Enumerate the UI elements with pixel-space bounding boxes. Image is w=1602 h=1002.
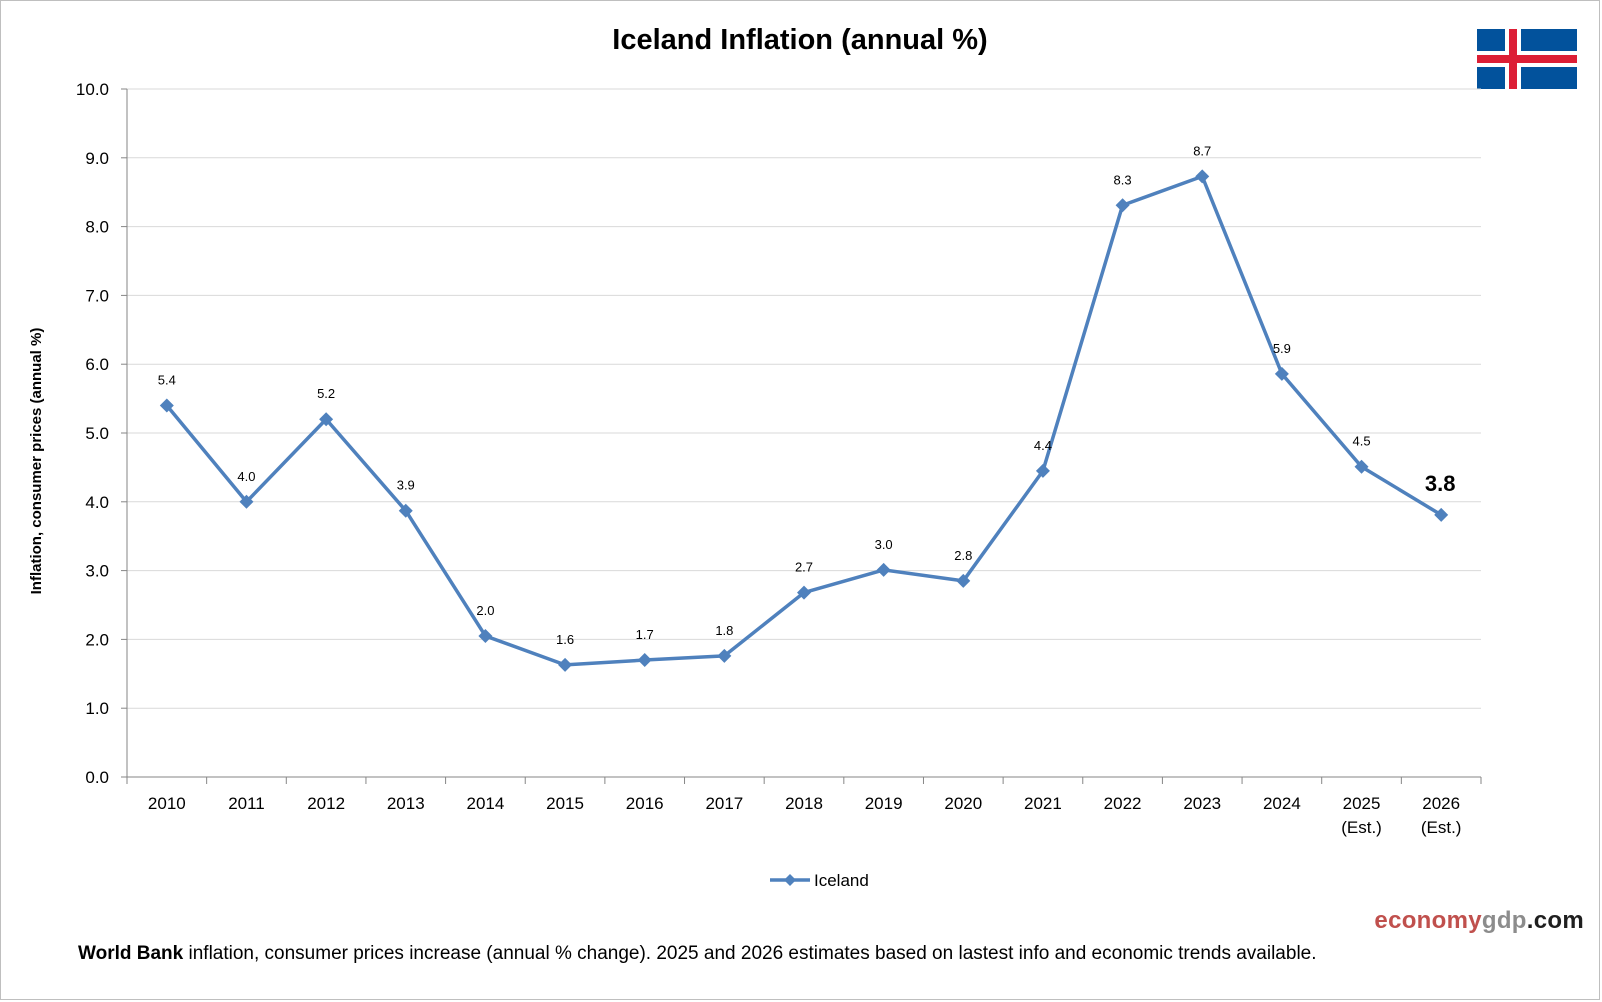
data-label: 2.7: [795, 560, 813, 575]
x-tick-label: 2010: [148, 794, 186, 813]
x-tick-label: 2024: [1263, 794, 1301, 813]
x-tick-label: 2015: [546, 794, 584, 813]
y-tick-label: 8.0: [85, 218, 109, 237]
data-point: [159, 398, 174, 413]
data-label: 5.4: [158, 372, 176, 387]
data-point: [558, 657, 573, 672]
brand-part-gdp: gdp: [1481, 907, 1527, 934]
legend-label: Iceland: [814, 871, 869, 890]
data-point: [1354, 459, 1369, 474]
y-axis-label: Inflation, consumer prices (annual %): [28, 328, 45, 595]
iceland-flag-icon: [1477, 29, 1577, 89]
data-label: 3.0: [875, 537, 893, 552]
x-tick-label: 2022: [1104, 794, 1142, 813]
brand-logo: economygdp.com: [1374, 907, 1584, 935]
data-labels: 5.4 4.0 5.2 3.9 2.0 1.6 1.7 1.8 2.7 3.0 2.8 4.4 8.3 8…: [158, 143, 1456, 646]
x-tick-label: 2013: [387, 794, 425, 813]
data-label: 1.6: [556, 632, 574, 647]
data-label: 1.7: [636, 627, 654, 642]
data-point: [398, 503, 413, 518]
y-tick-label: 9.0: [85, 149, 109, 168]
y-tick-label: 7.0: [85, 286, 109, 305]
data-point: [797, 585, 811, 600]
data-label: 1.8: [715, 623, 733, 638]
x-tick-label: 2019: [865, 794, 903, 813]
data-point: [1434, 507, 1449, 522]
x-tick-label: (Est.): [1421, 818, 1462, 837]
data-point: [319, 412, 334, 427]
footnote: World Bank inflation, consumer prices in…: [78, 943, 1317, 965]
data-label: 4.4: [1034, 438, 1052, 453]
data-point: [1195, 169, 1210, 184]
data-point: [1274, 366, 1289, 381]
legend-marker: [784, 874, 796, 886]
data-point: [478, 628, 493, 643]
x-tick-label: 2016: [626, 794, 664, 813]
brand-part-economy: economy: [1374, 907, 1482, 934]
x-tick-label: 2014: [466, 794, 504, 813]
y-tick-label: 1.0: [85, 699, 109, 718]
y-tick-label: 2.0: [85, 630, 109, 649]
x-tick-label: 2017: [705, 794, 743, 813]
flag-cross-red-horizontal: [1477, 55, 1577, 63]
data-label: 2.8: [954, 548, 972, 563]
y-tick-label: 10.0: [76, 80, 109, 99]
x-tick-label: (Est.): [1341, 818, 1382, 837]
x-tick-label: 2018: [785, 794, 823, 813]
data-label: 3.9: [397, 478, 415, 493]
chart-title: Iceland Inflation (annual %): [612, 24, 987, 56]
legend: Iceland: [770, 871, 869, 890]
gridlines: [127, 88, 1481, 709]
y-tick-label: 5.0: [85, 424, 109, 443]
data-label: 4.0: [237, 469, 255, 484]
y-tick-label: 4.0: [85, 493, 109, 512]
x-tick-label: 2021: [1024, 794, 1062, 813]
y-tick-label: 3.0: [85, 562, 109, 581]
data-point: [637, 653, 652, 668]
data-point: [1115, 198, 1130, 213]
series-iceland: [159, 169, 1449, 672]
data-point: [239, 494, 254, 509]
x-tick-label: 2026: [1422, 794, 1460, 813]
data-label: 4.5: [1352, 434, 1370, 449]
y-axis-ticks: 0.0 1.0 2.0 3.0 4.0 5.0 6.0 7.0 8.0 9.0 10.0: [76, 80, 127, 787]
data-point: [717, 648, 732, 663]
data-point: [956, 573, 971, 588]
x-tick-label: 2025: [1343, 794, 1381, 813]
data-label: 2.0: [476, 603, 494, 618]
data-label: 5.9: [1273, 341, 1291, 356]
x-tick-label: 2020: [944, 794, 982, 813]
data-point: [1035, 463, 1050, 478]
x-tick-label: 2023: [1183, 794, 1221, 813]
footnote-source: World Bank: [78, 943, 184, 964]
data-label: 8.3: [1114, 172, 1132, 187]
brand-part-com: .com: [1526, 907, 1584, 934]
data-label: 8.7: [1193, 143, 1211, 158]
x-axis-ticks: 2010 2011 2012 2013 2014 2015 2016 2017 2018 2019…: [126, 777, 1482, 837]
data-label: 3.8: [1425, 471, 1456, 496]
y-tick-label: 0.0: [85, 768, 109, 787]
footnote-text: inflation, consumer prices increase (ann…: [183, 943, 1317, 964]
y-tick-label: 6.0: [85, 355, 109, 374]
x-tick-label: 2012: [307, 794, 345, 813]
data-point: [876, 562, 891, 577]
x-tick-label: 2011: [228, 794, 265, 813]
data-label: 5.2: [317, 386, 335, 401]
